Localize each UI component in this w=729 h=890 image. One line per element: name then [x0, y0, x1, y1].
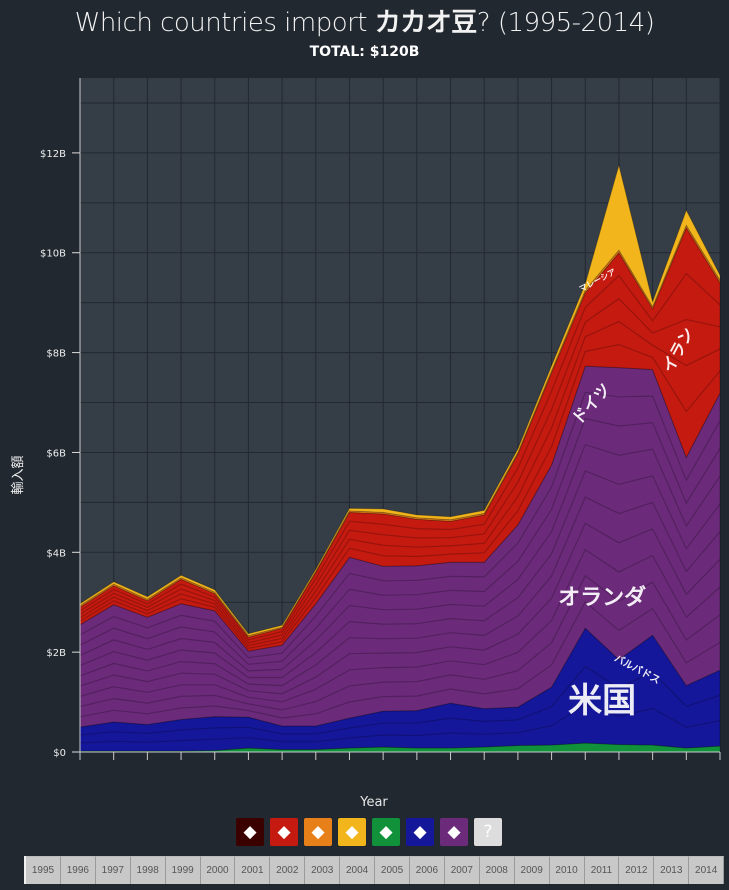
timeline-year[interactable]: 1997 — [95, 856, 131, 884]
y-tick-label: $8B — [46, 349, 66, 360]
country-band-line — [79, 470, 721, 679]
timeline-year[interactable]: 2013 — [654, 856, 690, 884]
y-tick-label: $6B — [46, 448, 66, 459]
region-legend: ◆ ◆ ◆ ◆ ◆ ◆ ◆? — [236, 818, 502, 846]
africa-icon[interactable]: ◆ — [338, 818, 366, 846]
timeline-year[interactable]: 2005 — [375, 856, 410, 884]
y-tick-label: $4B — [46, 548, 66, 559]
area-europe — [79, 365, 721, 728]
oceania-icon[interactable]: ◆ — [304, 818, 332, 846]
country-band-line — [79, 297, 721, 644]
europe-icon[interactable]: ◆ — [440, 818, 468, 846]
timeline-year[interactable]: 2006 — [409, 856, 445, 884]
timeline-year[interactable]: 1996 — [60, 856, 96, 884]
stacked-area-chart: $0$2B$4B$6B$8B$10B$12B輸入額米国バルバドスオランダドイツイ… — [11, 78, 721, 760]
timeline-year[interactable]: 2008 — [479, 856, 515, 884]
y-tick-label: $10B — [40, 249, 66, 260]
country-band-line — [79, 601, 721, 719]
country-band-line — [79, 522, 721, 695]
country-band-line — [79, 272, 721, 641]
timeline-year[interactable]: 2001 — [235, 856, 271, 884]
y-tick-label: $2B — [46, 648, 66, 659]
south-america-icon[interactable]: ◆ — [372, 818, 400, 846]
area-annotation: 米国 — [568, 681, 636, 721]
country-band-line — [79, 548, 721, 703]
area-annotation: オランダ — [558, 585, 646, 611]
timeline-year[interactable]: 2007 — [444, 856, 480, 884]
timeline-year[interactable]: 2000 — [200, 856, 236, 884]
timeline-year[interactable]: 2002 — [270, 856, 306, 884]
country-band-line — [79, 443, 721, 672]
chart-subtitle: TOTAL: $120B — [309, 44, 420, 60]
area-oceania — [79, 224, 721, 638]
unknown-icon[interactable]: ? — [474, 818, 502, 846]
country-band-line — [79, 343, 721, 650]
y-tick-label: $0 — [53, 748, 66, 759]
chart-title: Which countries import カカオ豆? (1995-2014) — [74, 8, 655, 38]
timeline-year[interactable]: 1998 — [130, 856, 166, 884]
country-band-line — [79, 496, 721, 687]
country-band-line — [79, 665, 721, 736]
country-band-line — [79, 704, 721, 744]
timeline-year[interactable]: 1995 — [26, 856, 61, 884]
country-band-line — [79, 574, 721, 711]
timeline-year[interactable]: 2010 — [549, 856, 585, 884]
timeline-year[interactable]: 2003 — [305, 856, 341, 884]
timeline-year[interactable]: 1999 — [165, 856, 201, 884]
year-timeline[interactable]: 1995 1996 1997 1998 1999 2000 2001 2002 2003 2004… — [24, 856, 725, 884]
country-band-line — [79, 320, 721, 647]
y-axis-label: 輸入額 — [11, 455, 26, 494]
timeline-year[interactable]: 2011 — [584, 856, 620, 884]
timeline-year[interactable]: 2014 — [689, 856, 725, 884]
asia-icon[interactable]: ◆ — [270, 818, 298, 846]
area-africa — [79, 163, 721, 637]
antarctica-icon[interactable]: ◆ — [236, 818, 264, 846]
country-band-line — [79, 391, 721, 659]
north-america-icon[interactable]: ◆ — [406, 818, 434, 846]
x-axis-label: Year — [360, 795, 388, 810]
country-band-line — [79, 417, 721, 665]
y-tick-label: $12B — [40, 149, 66, 160]
timeline-year[interactable]: 2009 — [514, 856, 550, 884]
timeline-year[interactable]: 2004 — [340, 856, 376, 884]
area-asia — [79, 226, 721, 652]
timeline-year[interactable]: 2012 — [619, 856, 655, 884]
